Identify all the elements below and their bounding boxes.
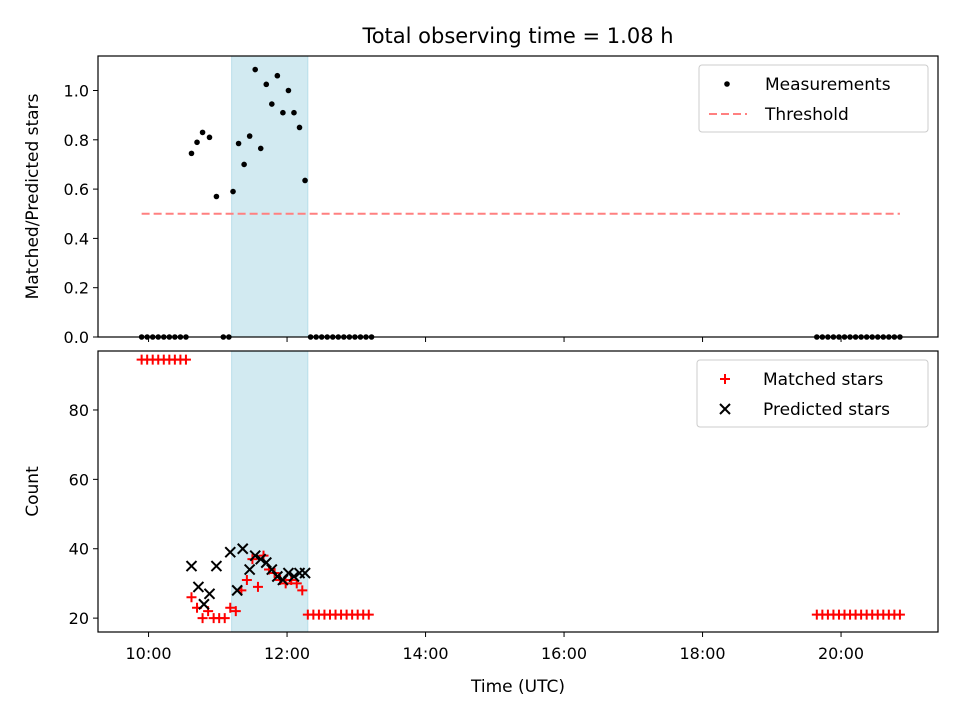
legend-label: Matched stars: [763, 370, 883, 390]
x-tick-label: 12:00: [264, 644, 310, 663]
matched-star-point: [225, 602, 236, 613]
measurement-point: [194, 139, 200, 146]
figure-title: Total observing time = 1.08 h: [361, 24, 673, 48]
y-tick-label: 80: [69, 401, 89, 420]
matched-star-point: [230, 606, 241, 617]
predicted-star-point: [288, 570, 300, 583]
legend-measurement-swatch: [724, 81, 730, 87]
legend-label: Predicted stars: [763, 400, 890, 420]
y-tick-label: 40: [69, 540, 89, 559]
predicted-star-point: [271, 570, 284, 583]
legend: Measurements Threshold: [698, 64, 929, 133]
measurement-point: [235, 140, 242, 147]
legend-box: [696, 359, 929, 428]
measurement-point: [274, 72, 281, 79]
predicted-star-point: [299, 567, 311, 579]
x-tick-label: 14:00: [402, 644, 448, 663]
legend: Matched stars Predicted stars: [696, 359, 929, 428]
legend-box: [698, 64, 929, 133]
y-tick-label: 60: [69, 470, 89, 489]
x-axis-label: Time (UTC): [470, 677, 565, 697]
y-tick-label: 1.0: [64, 82, 89, 101]
measurement-point: [285, 87, 292, 94]
y-tick-label: 20: [69, 609, 89, 628]
measurement-point: [246, 133, 253, 139]
matched-star-point: [241, 574, 252, 585]
measurement-point: [280, 109, 286, 116]
predicted-star-point: [185, 560, 198, 572]
legend-label: Threshold: [764, 105, 849, 125]
matched-star-point: [219, 613, 230, 624]
matched-star-point: [180, 354, 191, 365]
y-tick-label: 0.0: [64, 328, 89, 347]
predicted-star-point: [255, 553, 267, 565]
highlight-span: [231, 350, 309, 633]
axes-frame: [97, 55, 939, 338]
y-tick-label: 0.4: [64, 229, 89, 248]
measurement-point: [199, 129, 206, 136]
x-tick-label: 20:00: [818, 644, 864, 663]
measurement-point: [252, 66, 258, 73]
matched-star-point: [197, 613, 208, 624]
y-tick-label: 0.6: [64, 180, 89, 199]
x-tick-label: 16:00: [541, 644, 587, 663]
y-axis-label: Matched/Predicted stars: [23, 93, 43, 299]
predicted-star-point: [249, 549, 261, 562]
y-axis-label: Count: [23, 466, 43, 517]
matched-star-point: [297, 585, 308, 596]
measurement-point: [213, 193, 220, 200]
measurement-point: [206, 134, 213, 141]
predicted-star-point: [203, 588, 216, 600]
predicted-star-point: [198, 598, 210, 610]
legend-label: Measurements: [765, 75, 891, 95]
matched-star-point: [186, 592, 197, 603]
bottom-axes: 20 40 60 80 10:00 12:00 14:00 16:00 18:00 20:00 Co…: [23, 350, 939, 697]
matched-star-point: [363, 609, 374, 620]
measurement-point: [302, 177, 308, 184]
measurement-point: [296, 124, 303, 131]
predicted-star-point: [192, 581, 205, 593]
predicted-star-point: [243, 563, 256, 576]
matched-star-point: [252, 581, 263, 592]
x-tick-label: 10:00: [125, 644, 171, 663]
x-tick-label: 18:00: [679, 644, 725, 663]
matched-star-point: [894, 609, 905, 620]
predicted-star-point: [210, 560, 223, 572]
legend-predicted-swatch: [719, 403, 731, 415]
y-tick-label: 0.2: [64, 279, 89, 298]
measurement-point: [291, 109, 297, 116]
predicted-star-point: [237, 543, 249, 555]
predicted-star-point: [231, 584, 243, 597]
measurement-point: [241, 161, 247, 168]
measurement-point: [257, 145, 264, 152]
measurement-point: [263, 81, 270, 88]
predicted-star-point: [282, 567, 295, 579]
measurement-point: [269, 101, 275, 107]
predicted-star-point: [224, 546, 236, 558]
legend-matched-swatch: [720, 374, 730, 384]
measurement-point: [188, 150, 195, 157]
axes-frame: [97, 350, 939, 633]
top-axes: 0.0 0.2 0.4 0.6 0.8 1.0 Matched/Predicted star…: [23, 55, 939, 347]
measurement-point: [230, 188, 236, 195]
y-tick-label: 0.8: [64, 131, 89, 150]
highlight-span: [231, 55, 309, 338]
